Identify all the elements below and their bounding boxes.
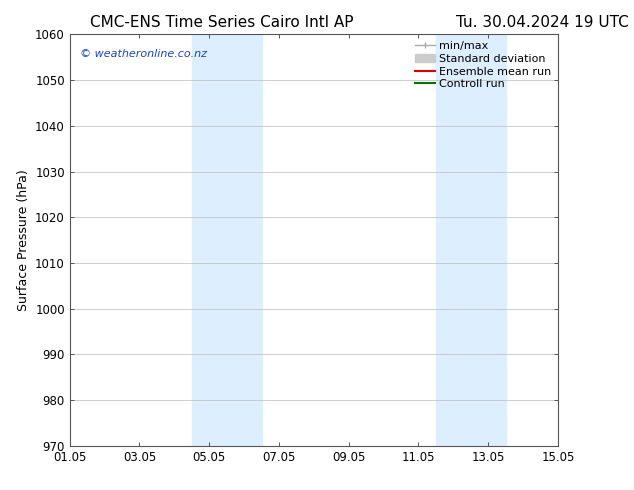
- Bar: [191, 34, 261, 446]
- Legend: min/max, Standard deviation, Ensemble mean run, Controll run: min/max, Standard deviation, Ensemble me…: [410, 37, 555, 94]
- Text: CMC-ENS Time Series Cairo Intl AP: CMC-ENS Time Series Cairo Intl AP: [90, 15, 354, 30]
- Bar: [436, 34, 506, 446]
- Y-axis label: Surface Pressure (hPa): Surface Pressure (hPa): [16, 169, 30, 311]
- Text: © weatheronline.co.nz: © weatheronline.co.nz: [79, 49, 207, 59]
- Text: Tu. 30.04.2024 19 UTC: Tu. 30.04.2024 19 UTC: [456, 15, 629, 30]
